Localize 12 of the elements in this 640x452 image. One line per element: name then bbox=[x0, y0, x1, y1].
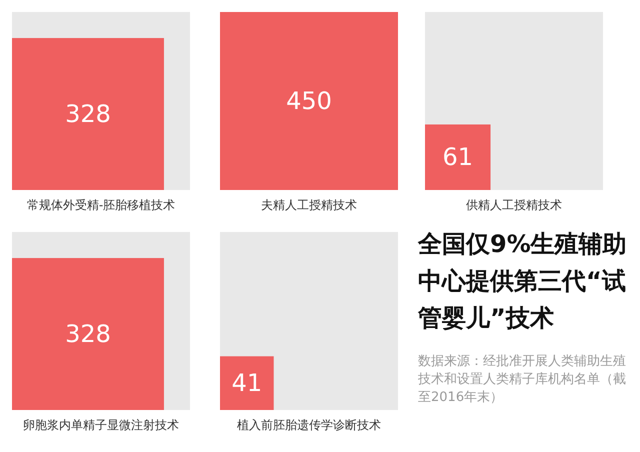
category-label: 夫精人工授精技术 bbox=[261, 198, 357, 212]
text: 全国仅9%生殖辅助中心提供第三代“试管婴儿”技术 bbox=[417, 230, 627, 332]
category-label: 供精人工授精技术 bbox=[466, 198, 562, 212]
data-label: 61 bbox=[442, 143, 474, 172]
source-note: 数据来源：经批准开展人类辅助生殖技术和设置人类精子库机构名单（截至2016年末） bbox=[417, 354, 626, 405]
data-label: 328 bbox=[65, 100, 111, 128]
category-label: 植入前胚胎遗传学诊断技术 bbox=[237, 418, 381, 432]
category-label: 卵胞浆内单精子显微注射技术 bbox=[23, 418, 179, 432]
data-label: 328 bbox=[65, 320, 111, 348]
data-label: 41 bbox=[232, 369, 262, 398]
data-label: 450 bbox=[286, 87, 332, 115]
category-label: 常规体外受精-胚胎移植技术 bbox=[26, 198, 176, 212]
